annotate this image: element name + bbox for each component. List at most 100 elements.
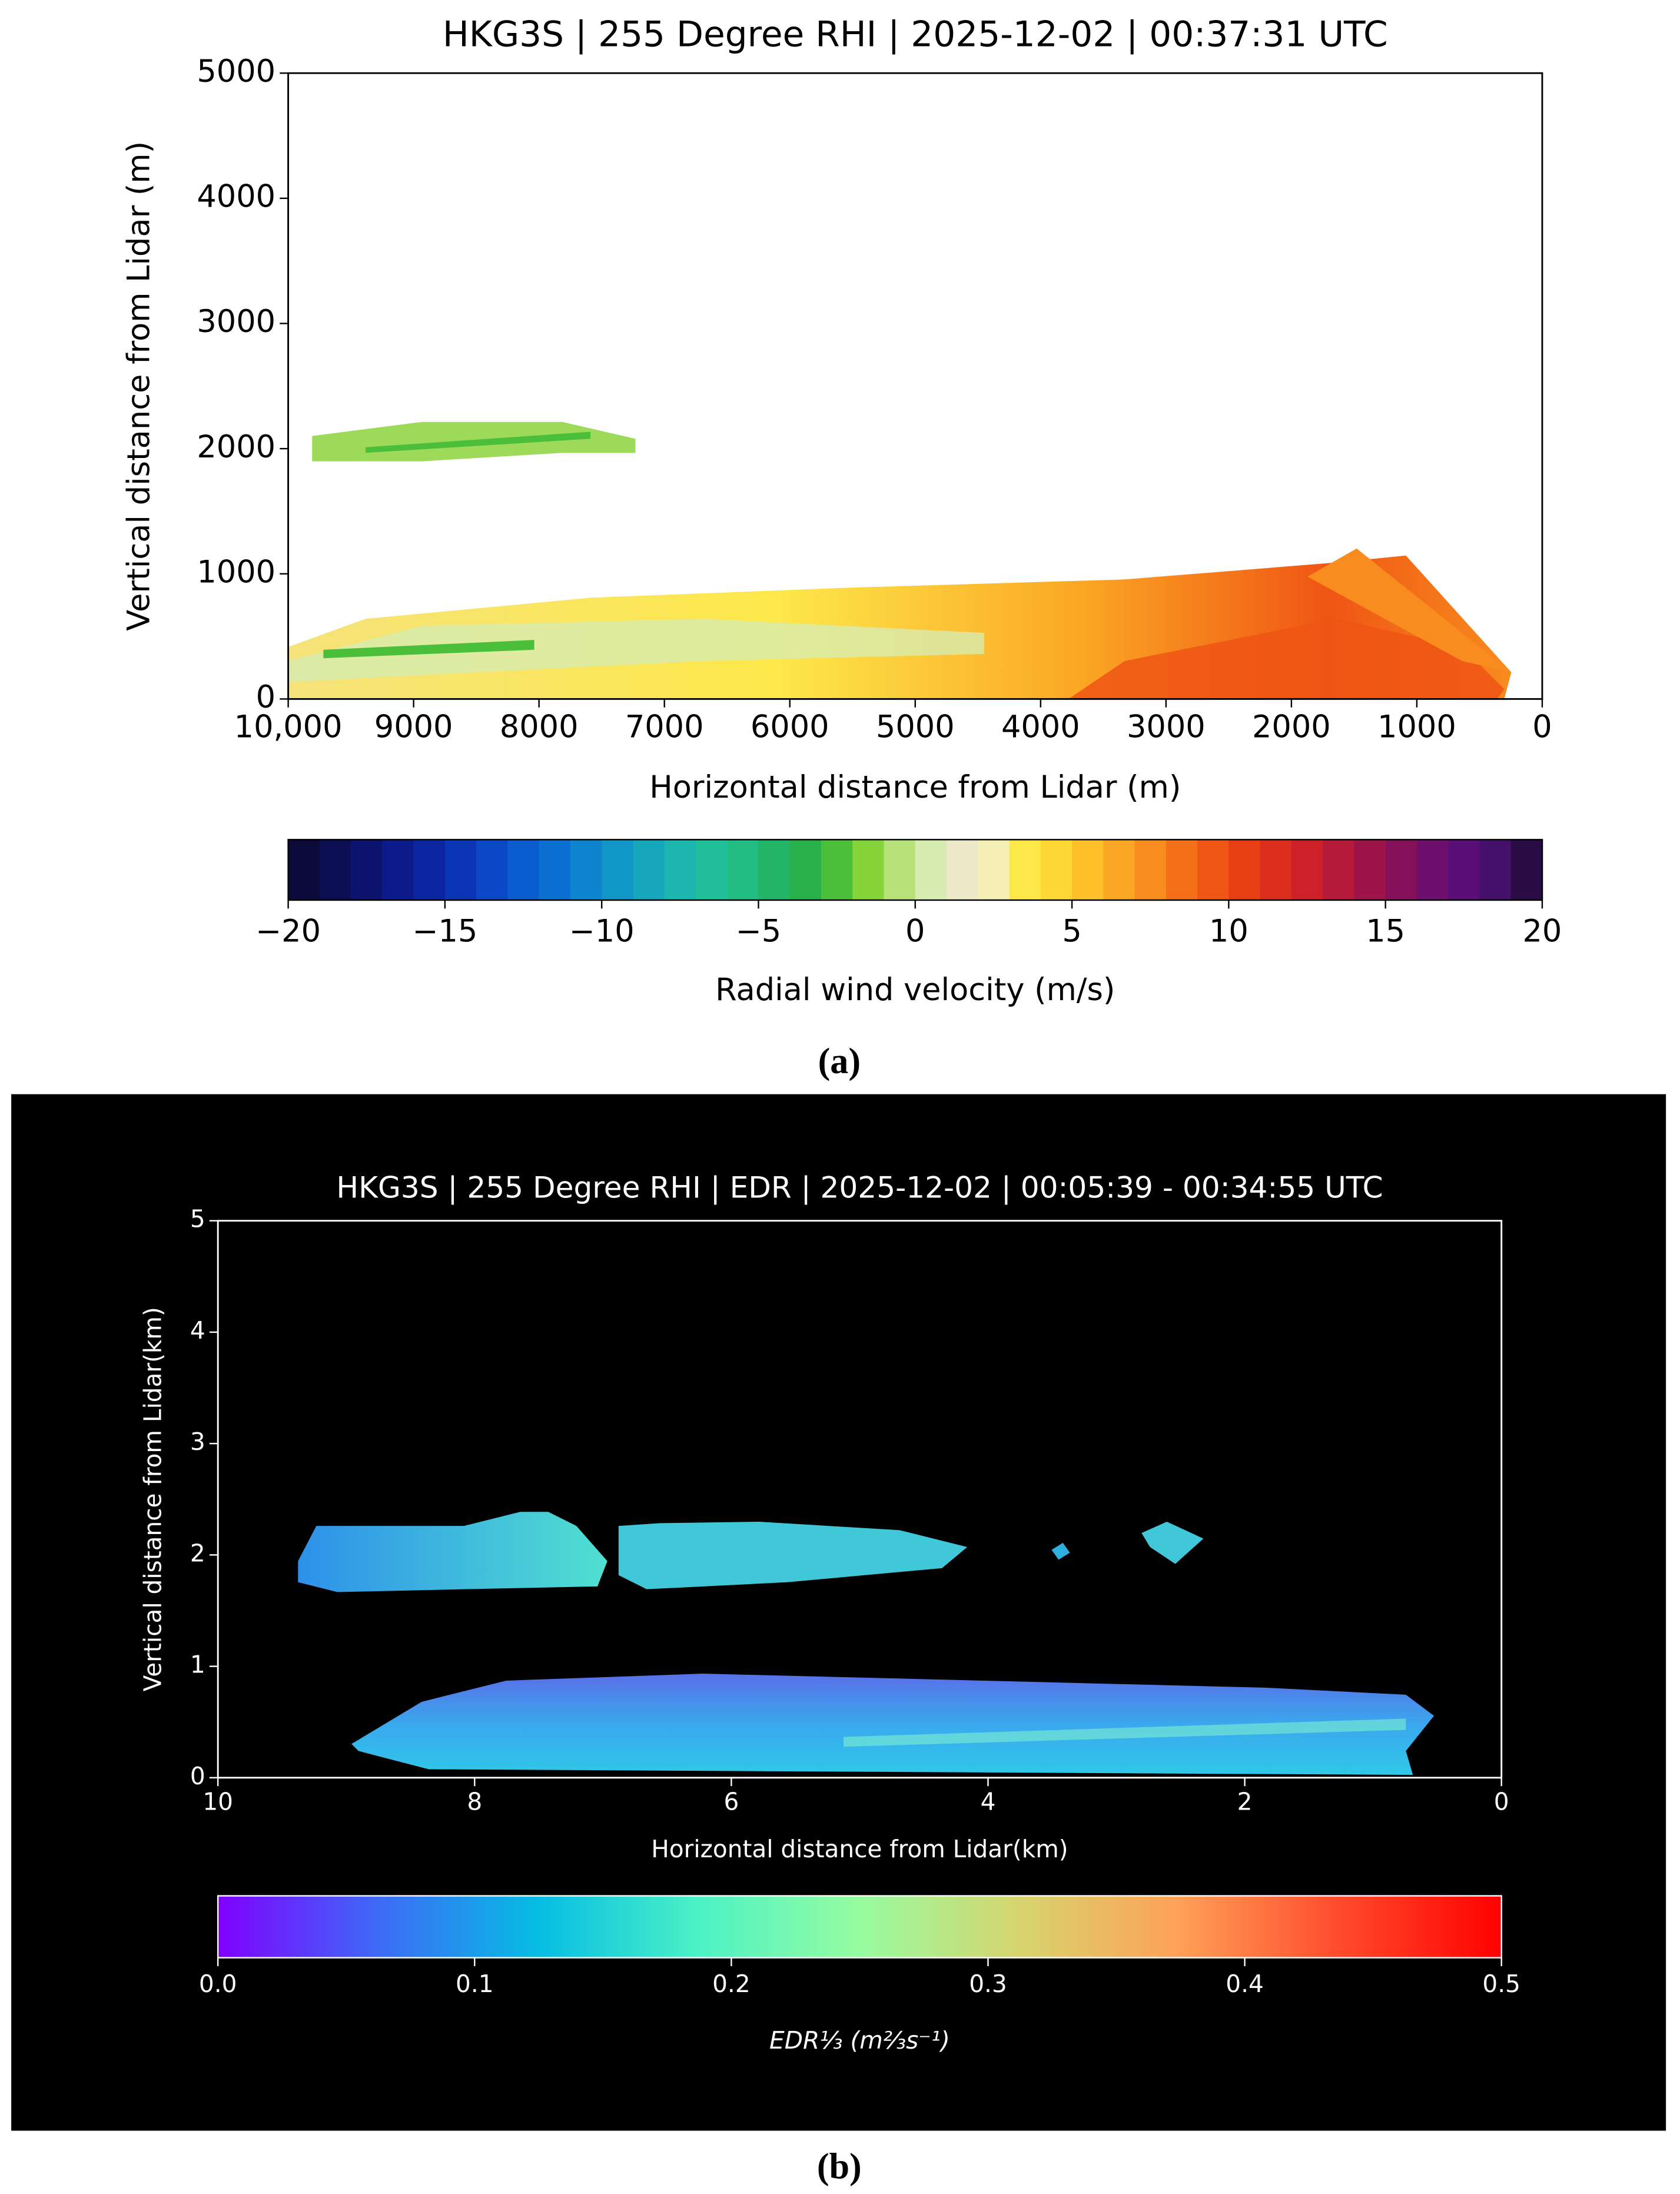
colorbar-segment: [1103, 839, 1136, 901]
y-tick-label: 3: [190, 1428, 205, 1456]
colorbar-segment: [1291, 839, 1324, 901]
colorbar-segment: [319, 839, 352, 901]
colorbar-tick-label: −15: [412, 914, 477, 950]
x-tick-label: 4000: [1001, 709, 1080, 745]
x-tick-label: 0: [1494, 1787, 1509, 1815]
y-axis-label: Vertical distance from Lidar (m): [121, 141, 157, 631]
colorbar-segment: [1510, 839, 1543, 901]
colorbar-segment: [507, 839, 540, 901]
colorbar-segment: [915, 839, 948, 901]
colorbar-segment: [1416, 839, 1449, 901]
y-tick-label: 2: [190, 1539, 205, 1567]
colorbar-segment: [978, 839, 1010, 901]
y-tick-label: 0: [190, 1762, 205, 1790]
x-tick-label: 1000: [1377, 709, 1456, 745]
colorbar-segment: [884, 839, 916, 901]
x-tick-label: 10: [202, 1787, 233, 1815]
caption: (a): [818, 1041, 861, 1081]
colorbar-segment: [1385, 839, 1418, 901]
chart-title: HKG3S | 255 Degree RHI | 2025-12-02 | 00…: [443, 15, 1388, 55]
colorbar-segment: [947, 839, 979, 901]
colorbar-tick-label: −5: [736, 914, 781, 950]
colorbar-segment: [758, 839, 791, 901]
colorbar-segment: [789, 839, 822, 901]
colorbar-segment: [1166, 839, 1198, 901]
x-tick-label: 6: [723, 1787, 739, 1815]
colorbar-tick-label: 5: [1062, 914, 1081, 950]
x-tick-label: 7000: [625, 709, 704, 745]
colorbar-segment: [1009, 839, 1042, 901]
x-tick-label: 9000: [374, 709, 453, 745]
colorbar-segment: [664, 839, 697, 901]
y-axis-label: Vertical distance from Lidar(km): [139, 1307, 167, 1691]
colorbar-tick-label: 0.2: [712, 1970, 751, 1998]
x-tick-label: 6000: [751, 709, 829, 745]
colorbar-segment: [1479, 839, 1512, 901]
colorbar-segment: [852, 839, 885, 901]
y-tick-label: 1: [190, 1651, 205, 1679]
colorbar-tick-label: 0.3: [969, 1970, 1007, 1998]
x-tick-label: 3000: [1127, 709, 1206, 745]
colorbar-label: Radial wind velocity (m/s): [715, 972, 1115, 1008]
colorbar-segment: [1197, 839, 1230, 901]
colorbar-segment: [1072, 839, 1104, 901]
axes-frame: [217, 1220, 1503, 1779]
y-tick-label: 1000: [197, 554, 275, 590]
y-tick-label: 5: [190, 1205, 205, 1233]
x-tick-label: 2000: [1252, 709, 1331, 745]
x-tick-label: 8000: [500, 709, 579, 745]
y-tick-label: 5000: [197, 54, 275, 89]
colorbar-tick-label: 15: [1366, 914, 1405, 950]
colorbar-segment: [476, 839, 509, 901]
colorbar-segment: [727, 839, 759, 901]
colorbar-segment: [1354, 839, 1386, 901]
colorbar-tick-label: 0: [905, 914, 925, 950]
colorbar-fill: [218, 1896, 1502, 1958]
caption: (b): [817, 2147, 862, 2187]
y-tick-label: 4000: [197, 178, 275, 214]
x-tick-label: 10,000: [234, 709, 343, 745]
panel-background: [11, 1094, 1666, 2131]
colorbar-segment: [1040, 839, 1073, 901]
colorbar-segment: [1323, 839, 1355, 901]
x-tick-label: 0: [1532, 709, 1552, 745]
colorbar-segment: [539, 839, 572, 901]
colorbar-segment: [633, 839, 665, 901]
colorbar-segment: [1134, 839, 1167, 901]
y-tick-label: 4: [190, 1316, 205, 1345]
colorbar-segment: [444, 839, 477, 901]
y-tick-label: 2000: [197, 429, 275, 465]
colorbar-segment: [413, 839, 446, 901]
y-tick-label: 0: [256, 679, 275, 715]
colorbar-segment: [382, 839, 414, 901]
echo-field: [298, 1512, 1435, 1775]
colorbar-tick-label: 0.0: [199, 1970, 237, 1998]
colorbar-tick-label: 20: [1523, 914, 1562, 950]
echo-field: [288, 421, 1512, 699]
chart-title: HKG3S | 255 Degree RHI | EDR | 2025-12-0…: [336, 1170, 1383, 1205]
x-tick-label: 2: [1237, 1787, 1253, 1815]
colorbar-segment: [288, 839, 321, 901]
colorbar-segment: [695, 839, 728, 901]
colorbar-segment: [351, 839, 383, 901]
colorbar-segment: [1448, 839, 1480, 901]
colorbar-tick-label: 10: [1209, 914, 1249, 950]
colorbar-label: EDR⅓ (m⅔s⁻¹): [769, 2026, 950, 2054]
colorbar-tick-label: 0.1: [456, 1970, 494, 1998]
colorbar-tick-label: 0.4: [1226, 1970, 1264, 1998]
colorbar-frame: [217, 1895, 1502, 1959]
colorbar-segment: [1229, 839, 1261, 901]
colorbar-tick-label: −20: [255, 914, 321, 950]
colorbar-segment: [821, 839, 854, 901]
x-tick-label: 4: [981, 1787, 996, 1815]
colorbar-segment: [602, 839, 634, 901]
colorbar-tick-label: −10: [569, 914, 635, 950]
x-tick-label: 5000: [876, 709, 955, 745]
colorbar-tick-label: 0.5: [1482, 1970, 1520, 1998]
colorbar-segment: [1260, 839, 1293, 901]
y-tick-label: 3000: [197, 304, 275, 340]
x-axis-label: Horizontal distance from Lidar (m): [649, 769, 1181, 805]
colorbar-segment: [570, 839, 603, 901]
